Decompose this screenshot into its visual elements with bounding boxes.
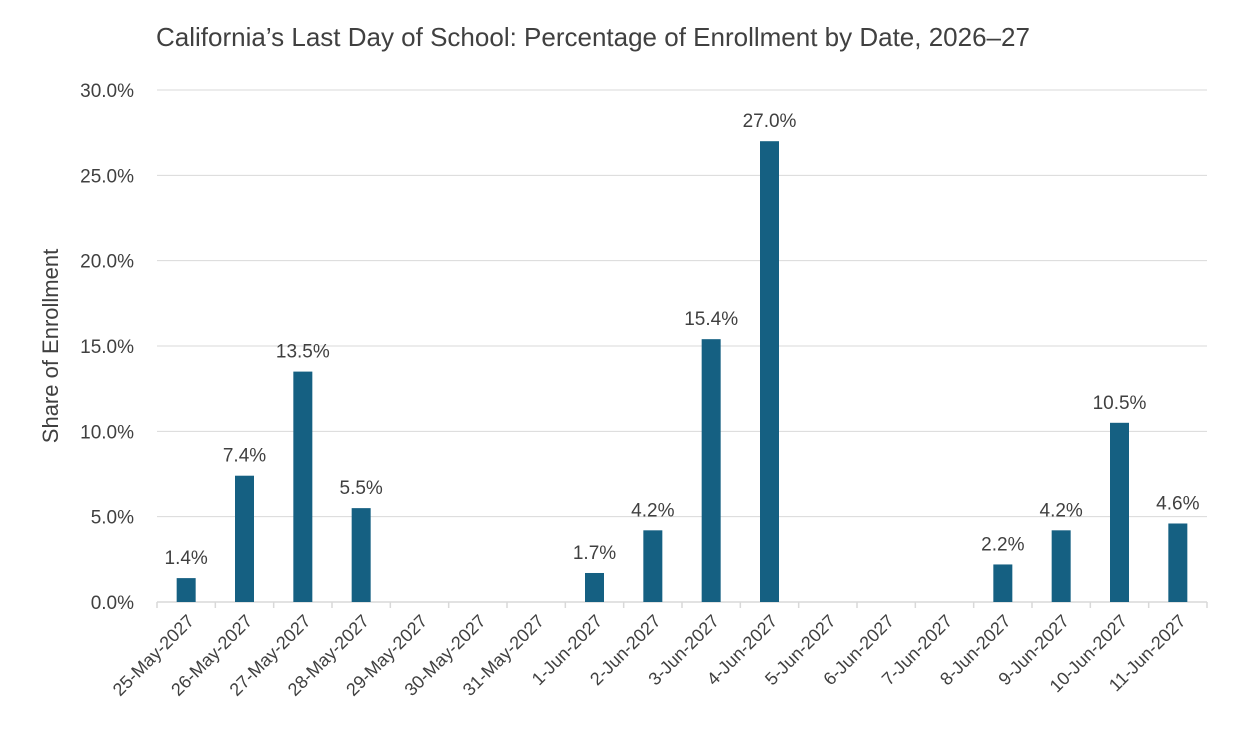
data-labels: 1.4% 7.4% 13.5% 5.5% 1.7% 4.2% 15.4% 27.0% 2.2% 4… — [165, 111, 1200, 569]
data-label: 7.4% — [223, 446, 266, 467]
bar — [1110, 422, 1129, 602]
y-tick-label: 25.0% — [80, 166, 134, 187]
bar — [701, 339, 721, 602]
bar — [760, 141, 779, 602]
y-tick-label: 10.0% — [80, 422, 134, 443]
bar — [643, 530, 663, 602]
data-label: 4.2% — [1040, 500, 1083, 521]
y-tick-label: 0.0% — [91, 593, 134, 614]
bar — [1051, 530, 1071, 602]
bar — [993, 564, 1013, 602]
data-label: 27.0% — [743, 111, 797, 132]
axes: 0.0%5.0%10.0%15.0%20.0%25.0%30.0%25-May-… — [80, 81, 1208, 700]
bar — [585, 572, 604, 602]
y-tick-label: 30.0% — [80, 81, 134, 102]
data-label: 15.4% — [684, 309, 738, 330]
gridlines — [157, 89, 1207, 518]
bars — [176, 141, 1188, 602]
data-label: 2.2% — [981, 534, 1024, 555]
data-label: 4.2% — [631, 500, 674, 521]
bar — [176, 578, 196, 602]
y-tick-label: 5.0% — [91, 508, 134, 529]
y-tick-label: 15.0% — [80, 337, 134, 358]
data-label: 10.5% — [1093, 393, 1147, 414]
data-label: 13.5% — [276, 342, 330, 363]
data-label: 5.5% — [340, 478, 383, 499]
bar — [351, 508, 371, 602]
bar — [235, 475, 254, 602]
y-axis-title: Share of Enrollment — [38, 249, 63, 443]
bar — [293, 371, 313, 602]
data-label: 1.7% — [573, 543, 616, 564]
data-label: 4.6% — [1156, 493, 1199, 514]
data-label: 1.4% — [165, 548, 208, 569]
bar — [1168, 523, 1188, 602]
chart-title: California’s Last Day of School: Percent… — [156, 22, 1030, 52]
y-tick-label: 20.0% — [80, 252, 134, 273]
